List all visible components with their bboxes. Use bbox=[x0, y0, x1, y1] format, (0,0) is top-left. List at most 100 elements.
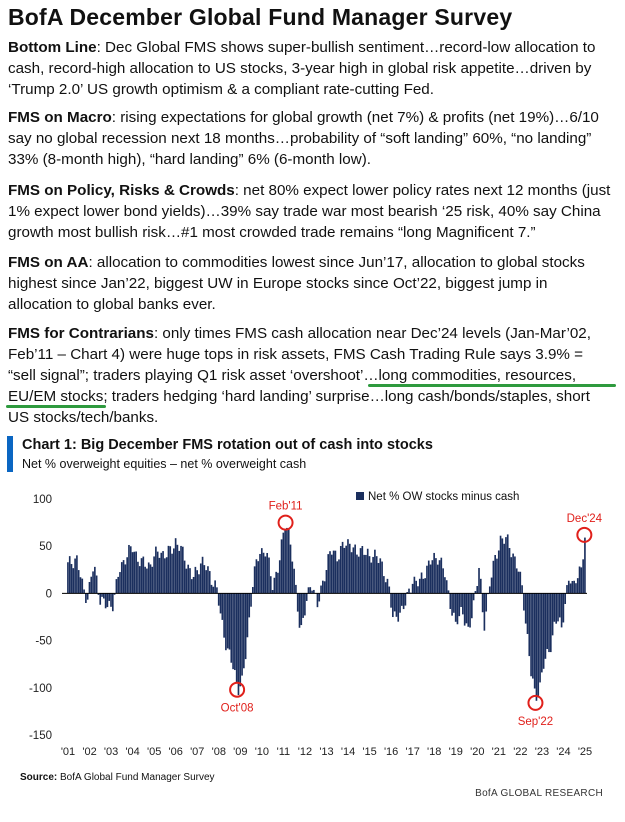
bar bbox=[255, 559, 258, 594]
bar bbox=[517, 571, 520, 594]
annotation-circle bbox=[527, 694, 544, 711]
bar bbox=[180, 545, 182, 594]
legend: Net % OW stocks minus cash bbox=[356, 491, 519, 503]
bar bbox=[162, 551, 164, 594]
bar bbox=[77, 570, 80, 594]
x-tick-label: '23 bbox=[535, 746, 549, 758]
bar bbox=[422, 578, 425, 594]
bar bbox=[375, 556, 378, 594]
bar bbox=[253, 566, 256, 594]
bar bbox=[187, 564, 190, 594]
x-tick-label: '01 bbox=[61, 746, 75, 758]
bar bbox=[444, 577, 446, 594]
bar bbox=[90, 576, 93, 594]
bar bbox=[106, 593, 109, 608]
bar bbox=[336, 561, 339, 594]
annotation-circle bbox=[277, 514, 294, 531]
bar bbox=[86, 593, 89, 600]
bar bbox=[357, 556, 360, 594]
bar bbox=[101, 593, 103, 597]
bar bbox=[311, 590, 313, 594]
bar bbox=[208, 571, 211, 594]
bar bbox=[471, 593, 473, 619]
bar bbox=[70, 564, 73, 594]
bar bbox=[225, 593, 227, 651]
bar bbox=[418, 578, 421, 594]
bar bbox=[442, 568, 444, 594]
bar bbox=[68, 556, 71, 594]
bar bbox=[381, 561, 383, 594]
bar bbox=[424, 578, 426, 594]
x-tick-label: '16 bbox=[384, 746, 398, 758]
x-tick-label: '05 bbox=[147, 746, 161, 758]
bar bbox=[496, 558, 498, 594]
bar bbox=[259, 553, 261, 594]
bar bbox=[128, 544, 130, 594]
bar bbox=[413, 576, 416, 594]
bar bbox=[119, 572, 121, 594]
bar bbox=[370, 562, 373, 594]
bar bbox=[248, 593, 251, 618]
annotations: Feb'11 Oct'08 Sep'22 Dec'24 bbox=[221, 501, 603, 728]
bar bbox=[241, 593, 243, 676]
bar bbox=[76, 555, 78, 594]
bar bbox=[230, 593, 233, 663]
bar bbox=[523, 593, 525, 611]
bar bbox=[217, 593, 220, 606]
bar bbox=[584, 537, 586, 594]
bar bbox=[302, 593, 304, 618]
bar bbox=[379, 558, 382, 594]
bar bbox=[95, 575, 98, 594]
bar bbox=[454, 593, 457, 622]
bar bbox=[567, 580, 570, 594]
bar bbox=[332, 550, 335, 594]
bar bbox=[271, 590, 274, 594]
paragraph-text: : rising expectations for global growth … bbox=[8, 109, 599, 168]
bar bbox=[393, 593, 396, 612]
bar bbox=[515, 568, 518, 594]
bar bbox=[562, 593, 565, 623]
bar bbox=[499, 535, 502, 594]
legend-swatch bbox=[356, 492, 364, 500]
bar bbox=[463, 593, 466, 626]
bar bbox=[494, 555, 496, 594]
bar bbox=[103, 593, 105, 599]
bar bbox=[171, 553, 173, 594]
bar bbox=[295, 584, 297, 594]
bar bbox=[260, 548, 263, 594]
bar bbox=[300, 593, 303, 626]
paragraph-label: FMS for Contrarians bbox=[8, 325, 154, 342]
bar bbox=[97, 593, 100, 595]
bar bbox=[74, 558, 76, 594]
bar bbox=[571, 581, 574, 594]
bar bbox=[560, 593, 563, 628]
bar bbox=[239, 593, 242, 687]
bar bbox=[339, 545, 342, 594]
x-tick-label: '22 bbox=[513, 746, 527, 758]
bar bbox=[456, 593, 459, 625]
bar-series bbox=[67, 527, 586, 701]
bar bbox=[501, 538, 504, 594]
bar bbox=[124, 564, 127, 594]
bar bbox=[94, 566, 96, 594]
bar bbox=[397, 593, 400, 622]
bar bbox=[83, 589, 85, 594]
bar bbox=[234, 593, 236, 671]
bar bbox=[133, 551, 136, 594]
bar bbox=[530, 593, 532, 677]
bar bbox=[401, 593, 403, 606]
bar bbox=[226, 593, 229, 649]
bar bbox=[192, 576, 195, 594]
bar bbox=[472, 593, 475, 601]
bar bbox=[402, 593, 405, 610]
bar bbox=[293, 568, 295, 594]
bar bbox=[131, 552, 134, 594]
bar bbox=[535, 593, 538, 701]
bar bbox=[528, 593, 531, 657]
bar bbox=[223, 593, 225, 638]
x-tick-label: '14 bbox=[341, 746, 355, 758]
annotation-label: Feb'11 bbox=[269, 501, 303, 513]
bar bbox=[214, 580, 216, 594]
bar bbox=[345, 545, 347, 594]
bar bbox=[415, 580, 418, 594]
